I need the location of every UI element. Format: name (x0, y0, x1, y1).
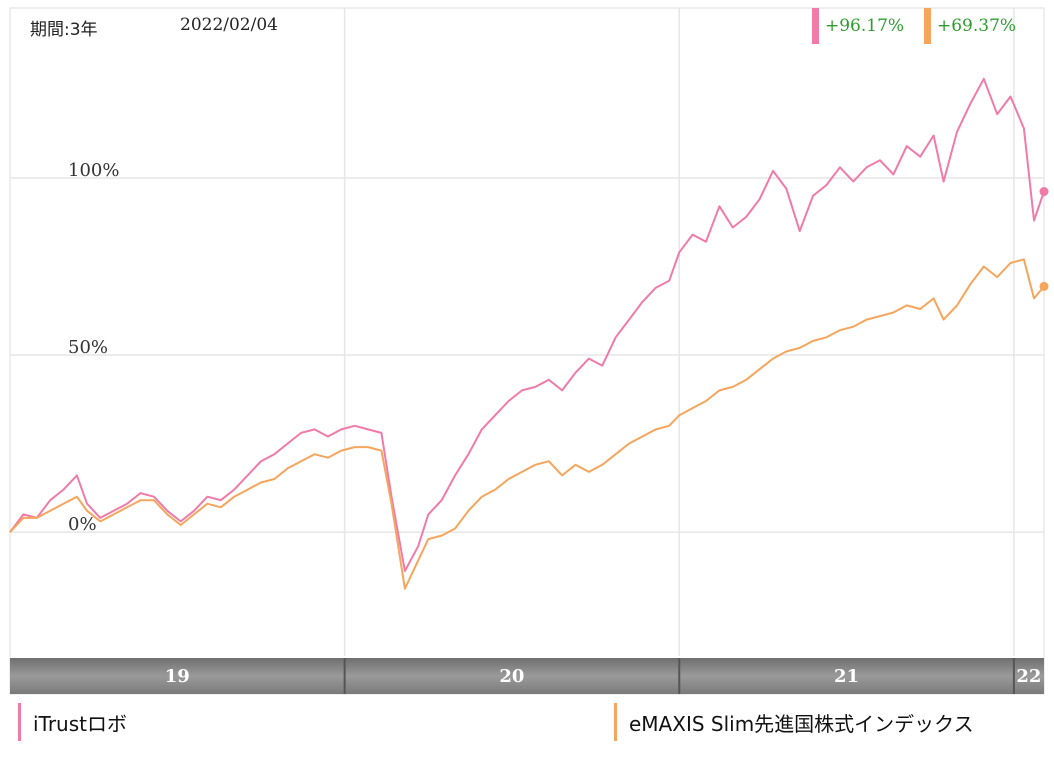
legend-item-itrust[interactable]: iTrustロボ (18, 703, 127, 741)
legend-label: iTrustロボ (33, 711, 127, 736)
x-tick-label: 21 (834, 666, 859, 687)
date-label: 2022/02/04 (180, 15, 278, 35)
return-value: +96.17% (825, 16, 905, 36)
x-tick-label: 19 (165, 666, 190, 687)
y-tick-label: 50% (68, 337, 108, 358)
x-tick-label: 22 (1016, 666, 1041, 687)
return-value: +69.37% (937, 16, 1017, 36)
return-badge-emaxis: +69.37% (924, 8, 1016, 44)
y-tick-label: 100% (68, 160, 119, 181)
series-line (9, 258, 1045, 590)
legend-item-emaxis[interactable]: eMAXIS Slim先進国株式インデックス (614, 703, 974, 741)
period-label: 期間:3年 (30, 20, 98, 40)
series-end-marker (1039, 281, 1049, 291)
legend-color-bar (614, 703, 617, 741)
plot-frame (9, 7, 1045, 695)
legend-color-bar (18, 703, 21, 741)
series-swatch (924, 8, 931, 44)
y-tick-label: 0% (68, 514, 97, 535)
x-tick-label: 20 (499, 666, 524, 687)
performance-chart: 0% 50% 100% 19 20 21 22 期間:3年 2022/02/04 +96.1… (9, 7, 1049, 695)
return-badge-itrust: +96.17% (812, 8, 904, 44)
series-end-marker (1039, 187, 1049, 197)
legend-label: eMAXIS Slim先進国株式インデックス (629, 711, 974, 736)
timeline-band (10, 658, 1044, 694)
chart-canvas: 0% 50% 100% 19 20 21 22 (9, 7, 1049, 695)
series-line (9, 77, 1045, 572)
series-swatch (812, 8, 819, 44)
